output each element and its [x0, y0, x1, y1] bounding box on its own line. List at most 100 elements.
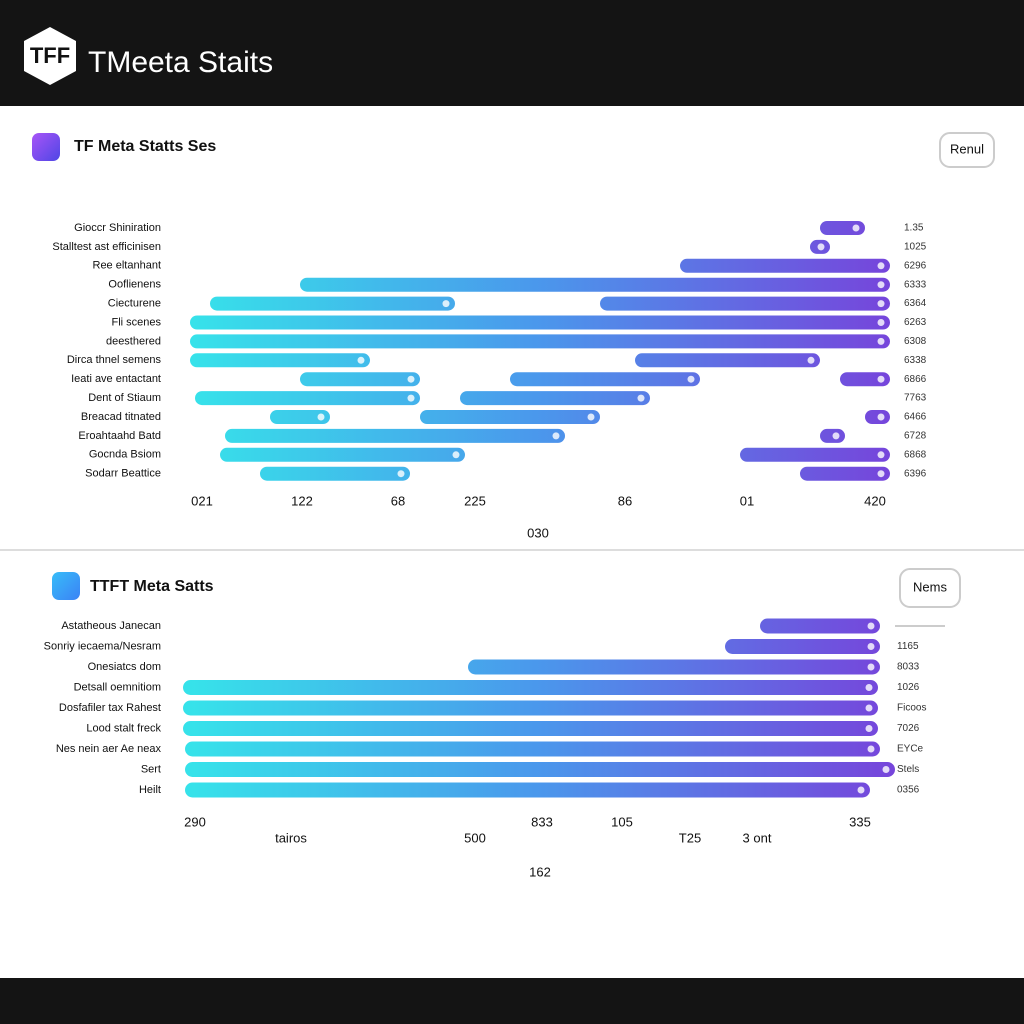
- row-label: Ciecturene: [108, 298, 161, 310]
- row-label: Ree eltanhant: [93, 260, 162, 272]
- row-label: Dosfafiler tax Rahest: [59, 702, 161, 714]
- row-value: 6263: [904, 317, 927, 328]
- row-value: 6868: [904, 449, 927, 460]
- row-bar: [840, 372, 890, 387]
- row-label: Fli scenes: [111, 316, 161, 328]
- panel-icon: [52, 572, 80, 600]
- row-value: 6396: [904, 468, 927, 479]
- bar-dot: [637, 394, 645, 402]
- bar-dot: [407, 394, 415, 402]
- row-bar: [260, 466, 410, 481]
- axis-label: 833: [531, 814, 553, 829]
- row-value: 6466: [904, 412, 927, 423]
- row-bar: [185, 741, 880, 757]
- row-label: Nes nein aer Ae neax: [56, 743, 162, 755]
- axis-label: 335: [849, 814, 871, 829]
- bar-dot: [587, 413, 595, 421]
- row-bar: [725, 639, 880, 654]
- row-label: Gioccr Shiniration: [74, 222, 161, 234]
- row-label: Sert: [141, 763, 161, 775]
- row-bar: [210, 296, 455, 311]
- row-value: 6364: [904, 298, 927, 309]
- row-bar: [635, 353, 820, 368]
- row-bar: [420, 410, 600, 424]
- bar-dot: [865, 684, 873, 691]
- bar-dot: [867, 622, 875, 630]
- row-value: 1025: [904, 242, 927, 253]
- app-title: TMeeta Staits: [88, 46, 273, 79]
- row-bar: [680, 258, 890, 273]
- logo-hex: [24, 27, 76, 85]
- row-label: Ieati ave entactant: [71, 373, 161, 385]
- panel-button[interactable]: [899, 568, 961, 608]
- bar-dot: [877, 262, 885, 270]
- row-label: Detsall oemnitiom: [74, 681, 161, 693]
- row-value: 6308: [904, 336, 927, 347]
- row-bar: [760, 618, 880, 634]
- axis-label: 68: [391, 493, 405, 508]
- bar-dot: [867, 643, 875, 650]
- bar-dot: [882, 766, 890, 773]
- row-label: Dirca thnel semens: [67, 354, 162, 366]
- bar-dot: [877, 375, 885, 383]
- row-bar: [510, 372, 700, 387]
- row-bar: [183, 680, 878, 695]
- bar-dot: [877, 300, 885, 308]
- row-value: 8033: [897, 662, 920, 673]
- row-value: EYCe: [897, 744, 924, 755]
- row-bar: [185, 762, 895, 777]
- row-bar: [190, 315, 890, 330]
- row-label: Lood stalt freck: [86, 722, 161, 734]
- row-bar: [460, 391, 650, 406]
- bar-dot: [877, 470, 885, 478]
- axis-label: 500: [464, 830, 486, 845]
- row-value: 7026: [897, 723, 920, 734]
- row-bar: [183, 700, 878, 716]
- axis-label: T25: [679, 830, 701, 845]
- row-bar: [190, 353, 370, 368]
- row-label: Stalltest ast efficinisen: [52, 241, 161, 253]
- row-bar: [820, 221, 865, 235]
- row-label: Dent of Stiaum: [88, 392, 161, 404]
- bar-dot: [832, 432, 840, 440]
- row-bar: [190, 334, 890, 349]
- axis-label: 162: [529, 864, 551, 879]
- bar-dot: [407, 375, 415, 383]
- row-value: 0356: [897, 785, 920, 796]
- row-label: Breacad titnated: [81, 411, 161, 423]
- row-label: Onesiatcs dom: [88, 661, 161, 673]
- button-label[interactable]: Nems: [913, 579, 947, 594]
- footer-bar: [0, 978, 1024, 1024]
- row-label: deesthered: [106, 335, 161, 347]
- row-bar: [800, 466, 890, 481]
- axis-label: 021: [191, 493, 213, 508]
- row-bar: [740, 447, 890, 462]
- bar-dot: [807, 356, 815, 364]
- bar-dot: [687, 375, 695, 383]
- bar-dot: [852, 224, 860, 232]
- axis-label: 105: [611, 814, 633, 829]
- panel-button[interactable]: [939, 132, 995, 168]
- bar-dot: [865, 725, 873, 732]
- axis-label: 420: [864, 493, 886, 508]
- panel-title: TTFT Meta Satts: [90, 578, 214, 595]
- bar-dot: [877, 337, 885, 345]
- bar-dot: [452, 451, 460, 459]
- row-value: 6338: [904, 355, 927, 366]
- panel-title: TF Meta Statts Ses: [74, 138, 216, 155]
- row-value: 1.35: [904, 223, 924, 234]
- panel-icon: [32, 133, 60, 161]
- axis-label: 225: [464, 493, 486, 508]
- axis-label: tairos: [275, 830, 307, 845]
- button-label[interactable]: Renul: [950, 141, 984, 156]
- row-bar: [185, 782, 870, 798]
- bar-dot: [867, 745, 875, 753]
- axis-label: 86: [618, 493, 632, 508]
- row-label: Astatheous Janecan: [61, 620, 161, 632]
- row-label: Sonriy iecaema/Nesram: [44, 640, 161, 652]
- row-value: 6333: [904, 279, 927, 290]
- axis-label: 290: [184, 814, 206, 829]
- row-value: 6728: [904, 431, 927, 442]
- bar-dot: [357, 356, 365, 364]
- axis-label: 3 ont: [743, 830, 772, 845]
